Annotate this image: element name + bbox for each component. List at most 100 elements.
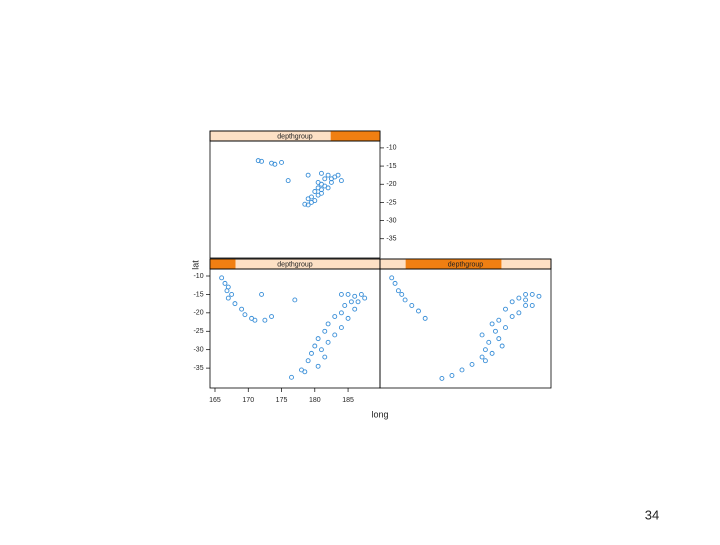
strip-level xyxy=(210,259,236,269)
point xyxy=(486,339,492,345)
panel xyxy=(379,268,552,389)
point xyxy=(503,325,508,331)
point xyxy=(523,291,529,297)
point xyxy=(322,328,328,334)
point xyxy=(489,350,495,356)
point xyxy=(482,358,488,364)
x-tick-label: 185 xyxy=(342,397,354,404)
point xyxy=(302,201,308,207)
point xyxy=(469,361,475,367)
y-tick-label: -20 xyxy=(193,310,203,317)
point xyxy=(479,332,485,338)
panel xyxy=(209,268,381,389)
point xyxy=(402,297,408,303)
point xyxy=(305,196,311,202)
point xyxy=(516,310,522,316)
point xyxy=(292,297,298,303)
x-tick-label: 180 xyxy=(309,397,321,404)
point xyxy=(242,312,248,318)
x-tick-label: 175 xyxy=(276,397,288,404)
point xyxy=(219,275,225,281)
point xyxy=(335,172,341,178)
point xyxy=(399,291,405,297)
point xyxy=(523,303,529,308)
point xyxy=(529,291,535,297)
point xyxy=(358,291,364,297)
point xyxy=(482,347,488,353)
point xyxy=(503,306,508,312)
y-tick-label: -30 xyxy=(386,217,396,224)
y-tick-label: -15 xyxy=(386,163,396,170)
point xyxy=(252,317,258,323)
point xyxy=(315,363,321,369)
point xyxy=(315,179,321,185)
point xyxy=(262,317,268,323)
y-tick-label: -35 xyxy=(193,365,203,372)
point xyxy=(345,291,351,297)
point xyxy=(232,301,238,307)
point xyxy=(496,317,502,323)
point xyxy=(259,291,265,297)
point xyxy=(499,343,505,349)
y-tick-label: -10 xyxy=(193,273,203,280)
point xyxy=(338,291,344,297)
page-number: 34 xyxy=(645,507,659,522)
point xyxy=(395,288,401,294)
point xyxy=(318,347,324,353)
point xyxy=(255,158,261,164)
point xyxy=(325,172,331,178)
point xyxy=(325,185,331,191)
point xyxy=(312,343,318,349)
y-tick-label: -25 xyxy=(193,328,203,335)
point xyxy=(305,172,311,178)
point xyxy=(449,373,455,378)
x-axis-label: long xyxy=(371,409,388,419)
y-tick-label: -15 xyxy=(193,291,203,298)
point xyxy=(322,176,328,182)
point xyxy=(536,293,542,299)
point xyxy=(312,198,318,204)
point xyxy=(338,310,344,316)
point xyxy=(318,190,324,196)
point xyxy=(285,178,291,184)
point xyxy=(224,288,230,294)
point xyxy=(362,295,368,301)
strip-level xyxy=(330,131,380,141)
point xyxy=(348,299,354,305)
y-tick-label: -20 xyxy=(386,181,396,188)
point xyxy=(239,306,245,312)
point xyxy=(225,295,231,301)
point xyxy=(222,280,228,286)
point xyxy=(409,303,415,308)
strip-level xyxy=(405,259,502,269)
point xyxy=(315,336,321,342)
point xyxy=(529,303,535,308)
point xyxy=(312,189,318,194)
point xyxy=(345,315,351,321)
point xyxy=(352,293,358,299)
point xyxy=(342,303,348,308)
point xyxy=(416,308,421,314)
y-tick-label: -10 xyxy=(386,145,396,152)
strip-label: depthgroup xyxy=(448,261,484,268)
point xyxy=(332,314,338,319)
strip-label: depthgroup xyxy=(277,133,313,140)
y-tick-label: -30 xyxy=(193,347,203,354)
point xyxy=(302,369,308,375)
panel xyxy=(209,140,381,259)
point xyxy=(338,178,344,184)
point xyxy=(259,158,265,164)
x-tick-label: 165 xyxy=(209,397,221,404)
point xyxy=(305,202,311,208)
point xyxy=(318,170,324,176)
point xyxy=(229,291,235,297)
point xyxy=(439,375,445,381)
point xyxy=(305,358,311,364)
point xyxy=(523,297,529,303)
point xyxy=(392,280,398,286)
point xyxy=(496,336,502,342)
point xyxy=(338,325,344,331)
point xyxy=(309,350,314,356)
point xyxy=(332,332,338,338)
